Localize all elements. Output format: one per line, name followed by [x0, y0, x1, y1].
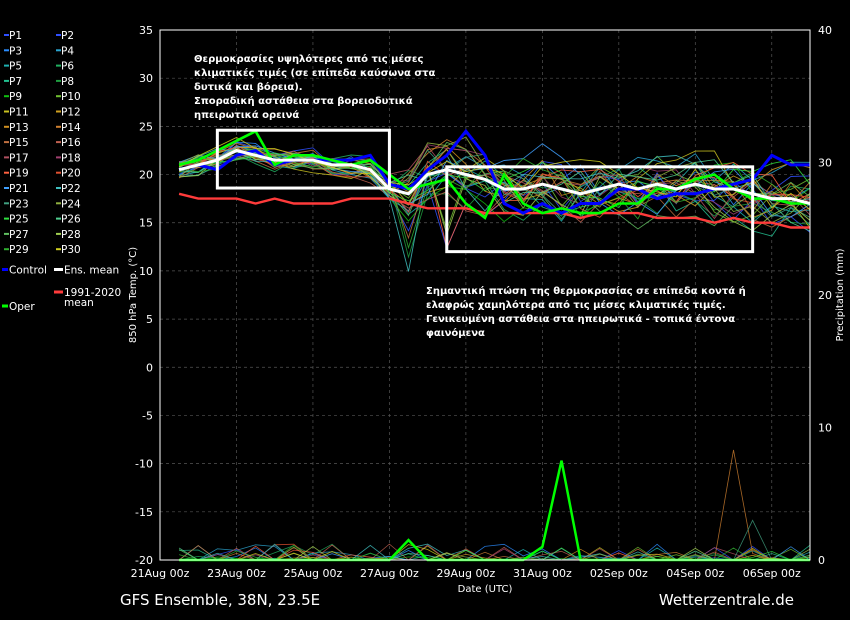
legend-label-control: Control: [9, 265, 47, 277]
x-tick-label: 27Aug 00z: [360, 567, 419, 580]
legend-label-p21: P21: [9, 183, 29, 195]
chart-title: Athens (GR) 850 hPa Temp. & Precipitatio…: [137, 2, 733, 22]
annotation-line: Γενικευμένη αστάθεια στα ηπειρωτικά - το…: [426, 313, 735, 325]
legend-label-p1: P1: [9, 30, 22, 42]
legend-label-p5: P5: [9, 61, 22, 73]
legend-label-p29: P29: [9, 244, 29, 256]
y-tick-label: 30: [139, 72, 153, 85]
annotation-boxes: [215, 128, 755, 254]
annotation-text: Σημαντική πτώση της θερμοκρασίας σε επίπ…: [426, 285, 746, 339]
axes: 35 30 25 20 15 10 5 0 -5 -10 -15 -20 40 30 20 10 0 21Aug …: [128, 24, 846, 595]
legend-label-p24: P24: [61, 198, 81, 210]
legend-label-climatology: 1991-2020 mean: [64, 287, 121, 309]
x-tick-label: 31Aug 00z: [513, 567, 572, 580]
legend-label-p12: P12: [61, 107, 81, 119]
annotation-line: ελαφρώς χαμηλότερα από τις μέσες κλιματι…: [426, 299, 726, 311]
legend-label-p6: P6: [61, 61, 74, 73]
legend-label-p27: P27: [9, 229, 29, 241]
legend-label-p30: P30: [61, 244, 81, 256]
y-tick-label: 5: [146, 313, 153, 326]
footer-model: GFS Ensemble, 38N, 23.5E: [120, 591, 320, 609]
y2-tick-label: 40: [818, 24, 832, 37]
y2-tick-label: 0: [818, 554, 825, 567]
ensemble-member-line: [179, 148, 811, 250]
legend-label-p9: P9: [9, 91, 22, 103]
legend-label-p2: P2: [61, 30, 74, 42]
y2-tick-label: 30: [818, 157, 832, 170]
annotation-line: Σποραδική αστάθεια στα βορειοδυτικά: [194, 95, 413, 107]
legend-label-p7: P7: [9, 76, 22, 88]
legend-label-p14: P14: [61, 122, 81, 134]
legend-label-p4: P4: [61, 45, 74, 57]
y-tick-label: 0: [146, 361, 153, 374]
legend-line: 1991-2020: [64, 287, 121, 299]
annotation-line: Σημαντική πτώση της θερμοκρασίας σε επίπ…: [426, 285, 746, 297]
annotation-line: Θερμοκρασίες υψηλότερες από τις μέσες: [194, 53, 423, 65]
x-tick-label: 02Sep 00z: [590, 567, 648, 580]
legend-label-p23: P23: [9, 198, 29, 210]
x-tick-label: 21Aug 00z: [131, 567, 190, 580]
annotation-line: κλιματικές τιμές (σε επίπεδα καύσωνα στα: [194, 67, 436, 79]
legend-label-p26: P26: [61, 214, 81, 226]
x-tick-label: 25Aug 00z: [284, 567, 343, 580]
annotation-line: φαινόμενα: [426, 327, 485, 339]
y-axis-label: 850 hPa Temp. (°C): [128, 247, 139, 343]
legend: P1 P2 P3 P4 P5 P6 P7 P8 P9 P10 P11 P12 P13 P14 P15 P16 P…: [2, 30, 121, 313]
y2-tick-label: 10: [818, 422, 832, 435]
x-tick-label: 06Sep 00z: [743, 567, 801, 580]
plot-frame: [159, 29, 811, 561]
legend-label-p15: P15: [9, 137, 29, 149]
ensemble-member-line: [178, 143, 811, 218]
annotation-line: δυτικά και βόρεια).: [194, 81, 303, 93]
legend-label-p10: P10: [61, 91, 81, 103]
y2-tick-label: 20: [818, 289, 832, 302]
y-tick-label: 35: [139, 24, 153, 37]
y-tick-label: 15: [139, 217, 153, 230]
annotation-box-1: [215, 128, 391, 190]
y-tick-label: 20: [139, 169, 153, 182]
y2-axis-label: Precipitation (mm): [835, 248, 846, 341]
y-tick-label: -15: [135, 506, 153, 519]
climatology-mean-line: [178, 192, 810, 229]
legend-label-oper: Oper: [9, 301, 35, 313]
annotation-text: Θερμοκρασίες υψηλότερες από τις μέσες κλι…: [194, 53, 436, 121]
highlight-series: [178, 128, 811, 562]
legend-label-p8: P8: [61, 76, 74, 88]
legend-label-p17: P17: [9, 152, 29, 164]
annotations: Θερμοκρασίες υψηλότερες από τις μέσες κλι…: [194, 53, 746, 339]
legend-label-p16: P16: [61, 137, 81, 149]
annotation-box-2: [445, 165, 755, 254]
legend-line: mean: [64, 297, 94, 309]
y-tick-label: -20: [135, 554, 153, 567]
ensemble-members: [178, 136, 811, 561]
x-tick-label: 04Sep 00z: [666, 567, 724, 580]
y-tick-label: 10: [139, 265, 153, 278]
x-axis-label: Date (UTC): [458, 584, 513, 595]
ens-mean-line: [178, 148, 811, 205]
legend-label-p13: P13: [9, 122, 29, 134]
y-tick-label: 25: [139, 120, 153, 133]
legend-label-p28: P28: [61, 229, 81, 241]
ensemble-precip-line: [178, 449, 810, 561]
legend-label-p11: P11: [9, 107, 29, 119]
ensemble-member-line: [178, 146, 811, 237]
legend-label-p22: P22: [61, 183, 81, 195]
x-tick-label: 29Aug 00z: [437, 567, 496, 580]
y-tick-label: -5: [142, 409, 153, 422]
legend-label-p19: P19: [9, 168, 29, 180]
footer-site: Wetterzentrale.de: [659, 591, 794, 609]
y-tick-label: -10: [135, 458, 153, 471]
legend-label-p20: P20: [61, 168, 81, 180]
x-tick-label: 23Aug 00z: [207, 567, 266, 580]
legend-label-p3: P3: [9, 45, 22, 57]
annotation-line: ηπειρωτικά ορεινά: [194, 109, 299, 121]
legend-label-p25: P25: [9, 214, 29, 226]
legend-label-ens-mean: Ens. mean: [64, 265, 119, 277]
control-line: [178, 128, 810, 215]
ensemble-member-line: [178, 136, 811, 211]
legend-label-p18: P18: [61, 152, 81, 164]
